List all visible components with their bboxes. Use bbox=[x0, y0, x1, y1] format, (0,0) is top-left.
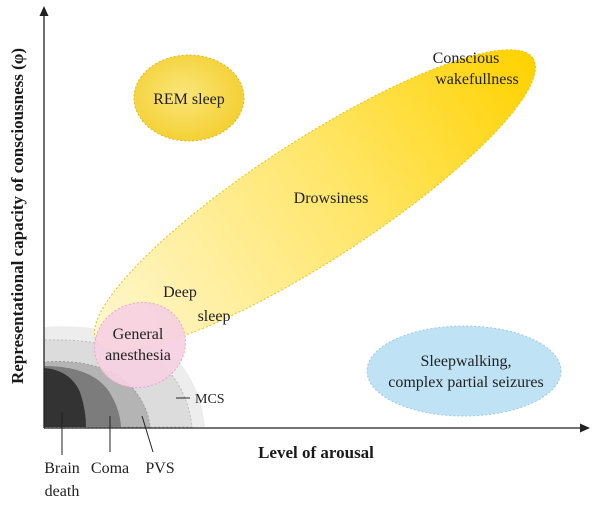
sleepwalking-label-line1: Sleepwalking, bbox=[420, 353, 511, 370]
deep-sleep-label-line1: Deep bbox=[163, 284, 197, 301]
y-axis-arrowhead bbox=[39, 6, 49, 16]
rem-sleep-label: REM sleep bbox=[153, 91, 225, 108]
axes bbox=[39, 6, 590, 433]
y-axis-title: Representational capacity of consciousne… bbox=[8, 48, 27, 384]
coma-label: Coma bbox=[91, 460, 129, 477]
pvs-label: PVS bbox=[145, 460, 174, 477]
brain-death-label-line1: Brain bbox=[44, 460, 80, 477]
general-anesthesia-ellipse bbox=[94, 301, 186, 389]
conscious-wakefulness-label-line2: wakefullness bbox=[435, 71, 519, 88]
general-anesthesia-label-line1: General bbox=[113, 326, 164, 343]
x-axis-title: Level of arousal bbox=[258, 443, 374, 462]
sleepwalking-ellipse bbox=[366, 325, 562, 417]
label-pointers bbox=[61, 397, 190, 455]
pvs-pointer bbox=[141, 415, 154, 453]
mcs-label: MCS bbox=[195, 392, 225, 407]
conscious-wakefulness-label-line1: Conscious bbox=[433, 50, 500, 67]
brain-death-region bbox=[44, 368, 86, 427]
drowsiness-label: Drowsiness bbox=[294, 190, 369, 207]
general-anesthesia-label-line2: anesthesia bbox=[105, 347, 171, 364]
sleepwalking-label-line2: complex partial seizures bbox=[388, 374, 544, 391]
deep-sleep-label-line2: sleep bbox=[198, 308, 231, 325]
brain-death-label-line2: death bbox=[45, 483, 80, 500]
x-axis-arrowhead bbox=[580, 423, 590, 433]
rem-sleep-ellipse bbox=[133, 54, 245, 142]
